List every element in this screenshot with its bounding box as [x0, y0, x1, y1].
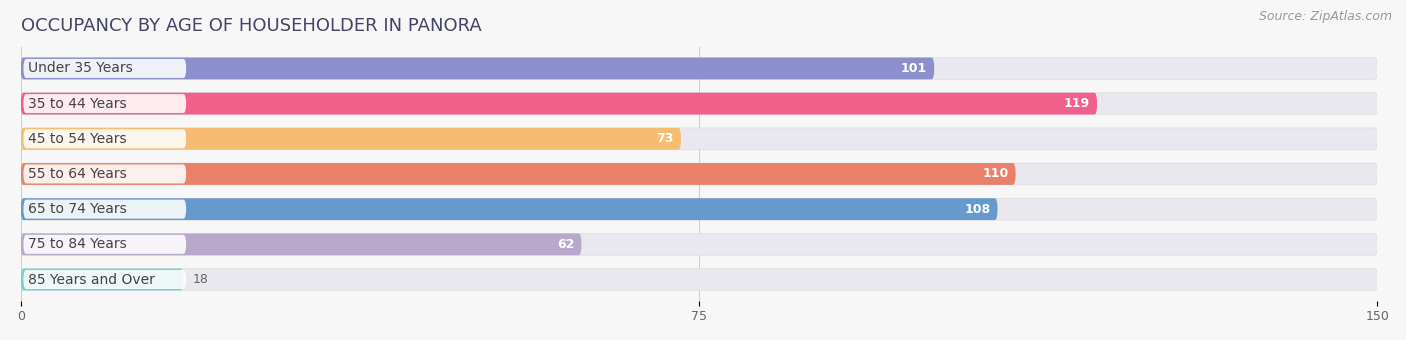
- FancyBboxPatch shape: [21, 57, 1378, 79]
- FancyBboxPatch shape: [21, 93, 1378, 115]
- Text: 65 to 74 Years: 65 to 74 Years: [28, 202, 127, 216]
- FancyBboxPatch shape: [24, 59, 186, 78]
- FancyBboxPatch shape: [24, 129, 186, 148]
- Text: 110: 110: [983, 168, 1008, 181]
- FancyBboxPatch shape: [24, 94, 186, 113]
- Text: 55 to 64 Years: 55 to 64 Years: [28, 167, 127, 181]
- FancyBboxPatch shape: [24, 165, 186, 184]
- FancyBboxPatch shape: [24, 200, 186, 219]
- FancyBboxPatch shape: [21, 128, 681, 150]
- FancyBboxPatch shape: [21, 128, 1378, 150]
- Text: 108: 108: [965, 203, 990, 216]
- FancyBboxPatch shape: [21, 163, 1015, 185]
- Text: 119: 119: [1064, 97, 1090, 110]
- FancyBboxPatch shape: [21, 269, 183, 290]
- FancyBboxPatch shape: [21, 57, 934, 79]
- FancyBboxPatch shape: [21, 198, 997, 220]
- FancyBboxPatch shape: [21, 234, 582, 255]
- Text: 73: 73: [657, 132, 673, 145]
- FancyBboxPatch shape: [21, 93, 1097, 115]
- Text: 18: 18: [193, 273, 208, 286]
- FancyBboxPatch shape: [21, 163, 1378, 185]
- Text: OCCUPANCY BY AGE OF HOUSEHOLDER IN PANORA: OCCUPANCY BY AGE OF HOUSEHOLDER IN PANOR…: [21, 17, 481, 35]
- Text: 101: 101: [901, 62, 927, 75]
- FancyBboxPatch shape: [21, 198, 1378, 220]
- FancyBboxPatch shape: [24, 235, 186, 254]
- Text: Under 35 Years: Under 35 Years: [28, 62, 132, 75]
- Text: 35 to 44 Years: 35 to 44 Years: [28, 97, 127, 110]
- FancyBboxPatch shape: [21, 234, 1378, 255]
- FancyBboxPatch shape: [21, 269, 1378, 290]
- Text: Source: ZipAtlas.com: Source: ZipAtlas.com: [1258, 10, 1392, 23]
- Text: 45 to 54 Years: 45 to 54 Years: [28, 132, 127, 146]
- Text: 75 to 84 Years: 75 to 84 Years: [28, 237, 127, 251]
- FancyBboxPatch shape: [24, 270, 186, 289]
- Text: 85 Years and Over: 85 Years and Over: [28, 272, 155, 287]
- Text: 62: 62: [557, 238, 574, 251]
